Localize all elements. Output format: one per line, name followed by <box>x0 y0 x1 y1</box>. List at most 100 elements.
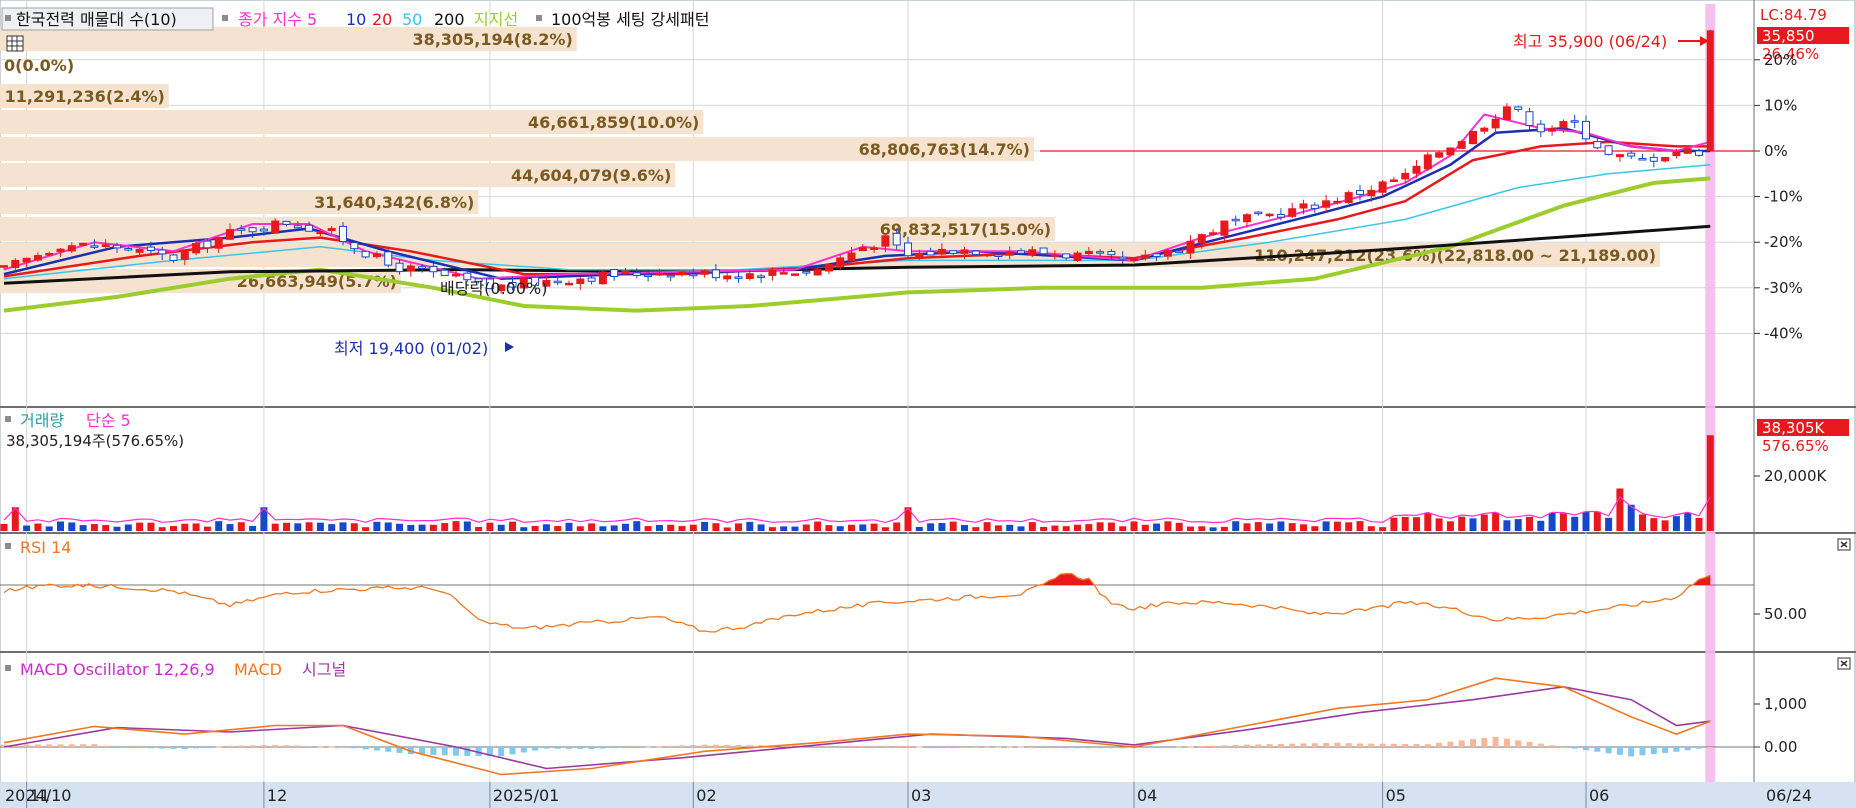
macd-oscillator-bar <box>1108 747 1115 749</box>
candle-body <box>248 227 257 233</box>
legend-pattern[interactable]: 100억봉 세팅 강세패턴 <box>551 10 709 29</box>
volume-bar <box>158 527 166 531</box>
candle-body <box>124 247 133 251</box>
macd-oscillator-bar <box>340 747 346 748</box>
macd-oscillator-bar <box>215 746 222 748</box>
volume-ma-label[interactable]: 단순 5 <box>86 411 131 430</box>
candle-body <box>0 265 8 268</box>
macd-oscillator-bar <box>1311 743 1318 747</box>
macd-oscillator-bar <box>679 745 685 747</box>
volume-bar <box>610 525 618 531</box>
volume-bar <box>192 523 200 531</box>
macd-oscillator-bar <box>1142 747 1149 748</box>
candle-body <box>1435 152 1444 158</box>
macd-oscillator-bar <box>984 746 991 748</box>
macd-oscillator-bar <box>1571 747 1578 749</box>
volume-bar <box>316 522 324 531</box>
candle-body <box>33 255 42 261</box>
volume-bar <box>1017 526 1025 531</box>
volume-bar <box>735 523 742 531</box>
macd-oscillator-bar <box>373 747 380 751</box>
candle-body <box>452 273 460 277</box>
legend-ma200[interactable]: 200 <box>434 10 465 29</box>
legend-ma5[interactable]: 종가 지수 5 <box>238 10 317 29</box>
volume-bar <box>102 525 110 531</box>
macd-line <box>3 677 1711 776</box>
legend-marker <box>536 15 542 21</box>
macd-oscillator-bar <box>204 747 211 748</box>
candle-body <box>1389 179 1398 182</box>
macd-oscillator-bar <box>724 744 731 747</box>
candle-body <box>203 240 212 249</box>
candle-body <box>1672 151 1681 157</box>
macd-oscillator-bar <box>498 747 505 757</box>
volume-bar <box>1650 518 1658 531</box>
candle-body <box>22 257 31 263</box>
volume-bar <box>1514 519 1522 531</box>
macd-oscillator-bar <box>656 746 663 748</box>
macd-oscillator-bar <box>419 747 426 755</box>
volume-profile-band <box>0 84 169 108</box>
candle-body <box>666 274 675 278</box>
chart-title[interactable]: 한국전력 매물대 수(10) <box>16 10 177 29</box>
candle-body <box>632 272 641 276</box>
volume-bar <box>701 521 709 531</box>
candle-body <box>870 247 879 250</box>
volume-bar <box>373 521 381 531</box>
volume-bar <box>429 524 437 531</box>
macd-oscillator-bar <box>1164 747 1171 748</box>
macd-oscillator-bar <box>1357 743 1363 747</box>
volume-title[interactable]: 거래량 <box>20 411 64 430</box>
close-rsi-icon[interactable] <box>1837 538 1851 551</box>
macd-oscillator-bar <box>1481 738 1488 747</box>
macd-oscillator-bar <box>825 745 832 747</box>
macd-oscillator-bar <box>283 745 290 747</box>
legend-ma20[interactable]: 20 <box>372 10 392 29</box>
candle-body <box>316 231 325 235</box>
macd-oscillator-bar <box>1424 744 1431 747</box>
volume-bar <box>893 522 901 531</box>
macd-oscillator-bar <box>1255 744 1262 747</box>
macd-tick-1000: 1,000 <box>1764 695 1807 713</box>
macd-tick-0: 0.00 <box>1764 738 1797 756</box>
volume-bar <box>667 524 675 531</box>
macd-oscillator-bar <box>181 747 188 750</box>
macd-line-label[interactable]: MACD <box>234 660 282 679</box>
macd-oscillator-bar <box>453 747 459 756</box>
volume-bar <box>1435 518 1443 531</box>
x-axis-label: 03 <box>911 786 931 805</box>
macd-oscillator-bar <box>1368 743 1375 747</box>
candle-body <box>1638 157 1647 161</box>
volume-bar <box>1232 521 1240 531</box>
current-change: 26.46% <box>1762 45 1819 63</box>
current-bar-highlight <box>1705 4 1716 782</box>
macd-oscillator-bar <box>1345 743 1352 747</box>
volume-bar <box>972 527 980 531</box>
ma50-line <box>3 163 1711 280</box>
legend-support[interactable]: 지지선 <box>474 10 518 29</box>
candle-body <box>1627 152 1636 157</box>
candle-body <box>1254 211 1263 215</box>
macd-oscillator-bar <box>1198 746 1205 748</box>
volume-profile-label: 68,806,763(14.7%) <box>859 140 1030 159</box>
legend-ma50[interactable]: 50 <box>402 10 422 29</box>
macd-oscillator-bar <box>1583 747 1589 751</box>
macd-title[interactable]: MACD Oscillator 12,26,9 <box>20 660 215 679</box>
volume-bars <box>0 435 1714 531</box>
volume-bar <box>418 524 426 531</box>
macd-oscillator-bar <box>893 745 900 747</box>
close-macd-icon[interactable] <box>1837 657 1851 670</box>
chart-title-box[interactable] <box>1 7 214 31</box>
table-grid-icon[interactable] <box>6 35 24 52</box>
legend-ma10[interactable]: 10 <box>346 10 366 29</box>
macd-oscillator-bar <box>758 745 765 747</box>
volume-bar <box>1548 512 1556 531</box>
volume-bar <box>1209 527 1217 531</box>
signal-line-label[interactable]: 시그널 <box>302 660 346 679</box>
macd-oscillator-bar <box>1 744 7 747</box>
volume-last-value: 38,305K <box>1762 419 1825 437</box>
high-arrow-head <box>1700 36 1709 46</box>
rsi-title[interactable]: RSI 14 <box>20 538 71 557</box>
